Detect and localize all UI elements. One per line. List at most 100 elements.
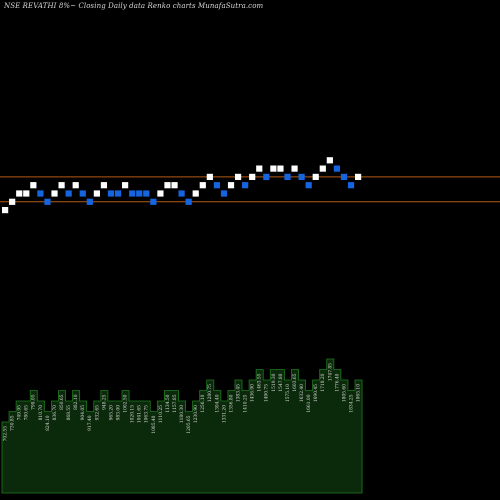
volume-label: 1180.30: [180, 405, 185, 423]
up-brick: [122, 182, 129, 189]
volume-label: 1603.65: [293, 373, 298, 391]
volume-label: 1230.90: [194, 405, 199, 423]
up-brick: [291, 165, 298, 172]
up-brick: [249, 173, 256, 180]
volume-label: 904.05: [81, 405, 86, 421]
volume-label: 1331.20: [222, 405, 227, 423]
down-brick: [220, 190, 228, 197]
volume-label: 1547.80: [279, 373, 284, 391]
volume-label: 1747.85: [328, 363, 333, 381]
down-brick: [340, 173, 348, 180]
down-brick: [263, 173, 270, 180]
up-brick: [30, 182, 37, 189]
up-brick: [93, 190, 100, 197]
up-brick: [2, 207, 9, 214]
volume-label: 1134.50: [166, 394, 171, 412]
up-brick: [206, 173, 213, 180]
up-brick: [277, 165, 284, 172]
volume-label: 1085.40: [152, 415, 157, 433]
volume-label: 824.10: [46, 415, 51, 431]
volume-label: 702.55: [4, 426, 9, 442]
volume-label: 1041.65: [138, 405, 143, 423]
down-brick: [213, 182, 220, 189]
volume-label: 1256.10: [201, 394, 206, 412]
down-brick: [44, 198, 51, 205]
volume-label: 1304.40: [215, 394, 220, 412]
volume-label: 798.05: [32, 394, 37, 410]
up-brick: [157, 190, 164, 197]
volume-label: 1157.85: [173, 394, 178, 412]
down-brick: [143, 190, 150, 197]
volume-label: 868.55: [67, 405, 72, 421]
volume-label: 1383.45: [236, 384, 241, 402]
volume-label: 1805.60: [342, 384, 347, 402]
volume-label: 1865.10: [357, 384, 362, 402]
volume-label: 983.00: [116, 405, 121, 421]
volume-label: 1690.45: [314, 384, 319, 402]
volume-label: 1002.50: [124, 394, 129, 412]
volume-label: 749.95: [18, 405, 23, 421]
up-brick: [270, 165, 277, 172]
up-brick: [319, 165, 326, 172]
volume-label: 810.70: [39, 405, 44, 421]
up-brick: [16, 190, 23, 197]
volume-label: 1661.00: [307, 394, 312, 412]
up-brick: [256, 165, 263, 172]
down-brick: [242, 182, 249, 189]
down-brick: [107, 190, 115, 197]
up-brick: [312, 173, 319, 180]
down-brick: [298, 173, 305, 180]
volume-label: 1356.80: [229, 394, 234, 412]
volume-label: 1490.75: [265, 384, 270, 402]
down-brick: [114, 190, 122, 197]
volume-label: 1718.20: [321, 373, 326, 391]
up-brick: [326, 157, 333, 164]
down-brick: [37, 190, 44, 197]
up-brick: [199, 182, 206, 189]
down-brick: [86, 198, 93, 205]
down-brick: [129, 190, 136, 197]
up-brick: [234, 173, 242, 180]
volume-label: 1519.30: [272, 373, 277, 391]
down-brick: [284, 173, 291, 180]
volume-label: 965.20: [109, 405, 114, 421]
up-brick: [355, 173, 362, 180]
volume-label: 1110.25: [159, 405, 164, 423]
down-brick: [305, 182, 312, 189]
volume-label: 1575.10: [286, 384, 291, 402]
volume-label: 917.40: [88, 415, 93, 431]
volume-label: 780.65: [25, 405, 30, 421]
volume-label: 1632.40: [300, 384, 305, 402]
down-brick: [79, 190, 86, 197]
down-brick: [178, 190, 185, 197]
volume-label: 932.65: [95, 405, 100, 421]
volume-label: 1410.25: [244, 394, 249, 412]
volume-label: 1463.55: [258, 373, 263, 391]
volume-label: 882.10: [74, 394, 79, 410]
up-brick: [164, 182, 171, 189]
volume-label: 1436.90: [251, 384, 256, 402]
up-brick: [51, 190, 58, 197]
up-brick: [171, 182, 178, 189]
volume-label: 1776.40: [335, 373, 340, 391]
volume-label: 730.85: [11, 415, 16, 431]
volume-label: 850.65: [60, 394, 65, 410]
up-brick: [100, 182, 108, 189]
up-brick: [9, 198, 16, 205]
down-brick: [185, 198, 192, 205]
up-brick: [227, 182, 235, 189]
down-brick: [347, 182, 355, 189]
volume-label: 948.25: [102, 394, 107, 410]
up-brick: [72, 182, 79, 189]
down-brick: [333, 165, 341, 172]
volume-label: 1020.15: [131, 405, 136, 423]
down-brick: [150, 198, 157, 205]
volume-label: 1834.25: [349, 394, 354, 412]
volume-label: 836.70: [53, 405, 58, 421]
up-brick: [192, 190, 199, 197]
up-brick: [23, 190, 30, 197]
chart-title: NSE REVATHI 8%~ Closing Daily data Renko…: [4, 2, 264, 10]
volume-label: 1063.75: [145, 405, 150, 423]
